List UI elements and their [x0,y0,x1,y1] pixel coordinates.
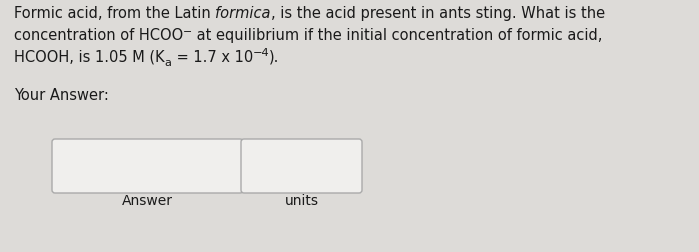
Text: Formic acid, from the Latin: Formic acid, from the Latin [14,6,215,21]
Text: Answer: Answer [122,194,173,208]
Text: formica: formica [215,6,271,21]
Text: at equilibrium if the initial concentration of formic acid,: at equilibrium if the initial concentrat… [192,28,603,43]
Text: a: a [165,58,171,68]
FancyBboxPatch shape [52,139,243,193]
Text: −: − [183,27,192,37]
Text: −4: −4 [253,48,269,58]
Text: concentration of HCOO: concentration of HCOO [14,28,183,43]
Text: HCOOH, is 1.05 M (K: HCOOH, is 1.05 M (K [14,50,165,65]
Text: , is the acid present in ants sting. What is the: , is the acid present in ants sting. Wha… [271,6,605,21]
Text: ).: ). [269,50,280,65]
FancyBboxPatch shape [241,139,362,193]
Text: units: units [284,194,319,208]
Text: Your Answer:: Your Answer: [14,88,109,103]
Text: = 1.7 x 10: = 1.7 x 10 [171,50,253,65]
